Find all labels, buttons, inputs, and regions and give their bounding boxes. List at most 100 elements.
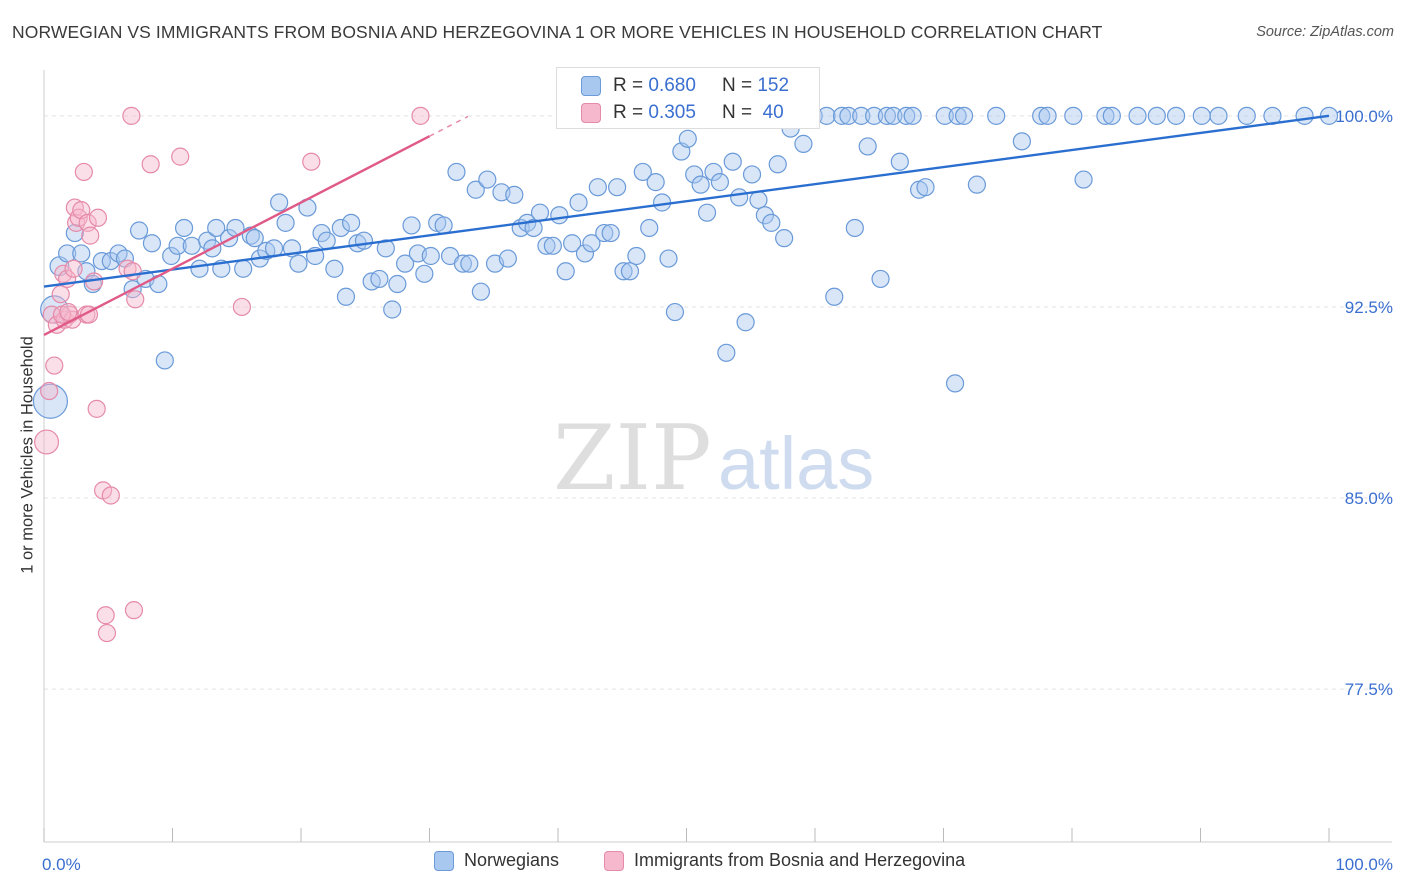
chart-title: NORWEGIAN VS IMMIGRANTS FROM BOSNIA AND …	[12, 22, 1103, 42]
point-norwegians	[537, 236, 556, 255]
r-value-norwegians: 0.680	[648, 75, 696, 96]
point-norwegians	[402, 216, 421, 235]
point-bosnia	[59, 302, 78, 322]
point-norwegians	[1295, 106, 1314, 125]
point-norwegians	[678, 129, 697, 148]
legend-swatch-bosnia	[581, 103, 601, 123]
legend-swatch-norwegians	[434, 850, 454, 871]
point-norwegians	[691, 175, 710, 194]
point-norwegians	[331, 218, 350, 238]
legend-label-norwegians: Norwegians	[464, 850, 560, 870]
trend-line-norwegians	[43, 114, 1330, 288]
n-value-norwegians: 152	[757, 75, 790, 96]
point-norwegians	[524, 218, 543, 238]
point-bosnia	[64, 259, 83, 278]
point-norwegians	[342, 213, 361, 232]
point-norwegians	[207, 218, 226, 238]
point-norwegians	[498, 249, 517, 268]
source-label: Source: ZipAtlas.com	[1256, 24, 1394, 40]
point-norwegians	[877, 106, 897, 125]
y-tick-label: 85.0%	[1345, 489, 1393, 508]
point-norwegians	[182, 236, 201, 255]
y-tick-label: 77.5%	[1345, 680, 1393, 699]
stats-legend-row-bosnia: R = 0.305 N = 40	[581, 101, 784, 125]
point-norwegians	[530, 203, 550, 222]
point-norwegians	[1237, 106, 1256, 125]
points-bosnia	[34, 106, 430, 643]
point-norwegians	[1064, 106, 1083, 125]
point-norwegians	[460, 254, 479, 273]
r-value-bosnia: 0.305	[648, 102, 696, 123]
point-norwegians	[234, 259, 253, 278]
point-norwegians	[884, 106, 903, 125]
point-norwegians	[1209, 106, 1228, 125]
point-norwegians	[129, 221, 149, 240]
point-norwegians	[162, 246, 181, 266]
point-norwegians	[897, 106, 916, 125]
point-norwegians	[582, 234, 601, 253]
point-norwegians	[685, 165, 704, 184]
point-norwegians	[155, 351, 174, 370]
point-norwegians	[742, 165, 762, 184]
point-norwegians	[665, 302, 685, 322]
point-norwegians	[775, 229, 794, 248]
point-bosnia	[124, 601, 144, 620]
point-norwegians	[174, 218, 194, 238]
point-norwegians	[916, 178, 935, 197]
point-norwegians	[569, 193, 588, 212]
y-axis-title: 1 or more Vehicles in Household	[18, 336, 37, 574]
x-tick-label: 100.0%	[1335, 855, 1393, 874]
point-bosnia	[118, 259, 137, 278]
point-norwegians	[710, 173, 730, 192]
point-norwegians	[1166, 106, 1186, 125]
trend-lines	[43, 114, 1330, 337]
r-label: R =	[613, 75, 644, 96]
point-norwegians	[388, 274, 407, 294]
point-bosnia	[122, 106, 141, 125]
point-norwegians	[954, 106, 974, 125]
point-norwegians	[608, 178, 627, 197]
point-norwegians	[556, 262, 575, 281]
point-norwegians	[550, 206, 569, 225]
point-norwegians	[845, 218, 864, 238]
point-norwegians	[762, 213, 781, 232]
trend-line-bosnia-extension	[429, 115, 469, 137]
point-norwegians	[58, 244, 77, 263]
point-norwegians	[1147, 106, 1166, 125]
point-norwegians	[717, 343, 736, 362]
point-bosnia	[232, 297, 251, 317]
point-norwegians	[453, 254, 473, 273]
watermark-atlas: atlas	[718, 422, 874, 505]
point-norwegians	[588, 178, 607, 197]
trend-line-bosnia	[43, 135, 431, 337]
point-norwegians	[336, 287, 356, 306]
point-norwegians	[903, 106, 922, 125]
point-norwegians	[620, 262, 640, 281]
point-bosnia	[81, 226, 100, 245]
point-norwegians	[142, 234, 162, 253]
watermark: ZIP atlas	[553, 406, 874, 511]
point-norwegians	[447, 162, 466, 182]
point-norwegians	[245, 229, 264, 248]
watermark-zip: ZIP	[553, 406, 712, 511]
point-bosnia	[171, 147, 190, 166]
point-norwegians	[72, 244, 91, 263]
point-norwegians	[395, 254, 415, 273]
point-norwegians	[987, 106, 1006, 125]
series-legend: Norwegians Immigrants from Bosnia and He…	[0, 850, 1406, 878]
point-bosnia	[141, 155, 160, 174]
legend-item-bosnia[interactable]: Immigrants from Bosnia and Herzegovina	[604, 850, 965, 871]
point-norwegians	[466, 180, 485, 199]
point-bosnia	[126, 290, 145, 309]
legend-item-norwegians[interactable]: Norwegians	[434, 850, 559, 871]
point-norwegians	[817, 106, 836, 125]
legend-swatch-bosnia	[604, 850, 624, 871]
point-norwegians	[794, 134, 813, 153]
x-tick-labels: 0.0% 100.0%	[42, 855, 1393, 874]
point-norwegians	[1128, 106, 1147, 125]
gridlines	[44, 115, 1392, 690]
point-norwegians	[730, 188, 749, 207]
point-bosnia	[51, 285, 70, 304]
point-norwegians	[935, 106, 954, 125]
